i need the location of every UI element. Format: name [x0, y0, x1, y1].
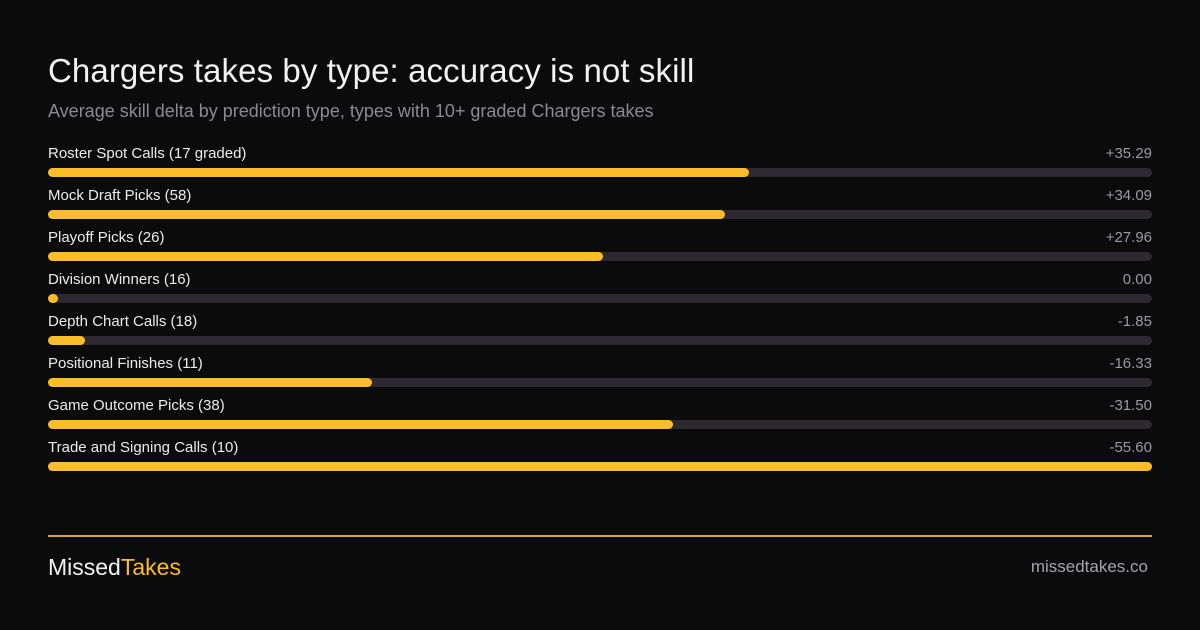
bar-row: Game Outcome Picks (38) -31.50 [48, 394, 1152, 436]
bar-track [48, 378, 1152, 387]
bar-value-label: +34.09 [1105, 187, 1152, 204]
bar-chart: Roster Spot Calls (17 graded) +35.29 Mock … [48, 142, 1152, 478]
bar-label: Division Winners (16) [48, 271, 191, 288]
bar-track [48, 462, 1152, 471]
bar-label: Roster Spot Calls (17 graded) [48, 145, 247, 162]
bar-row: Playoff Picks (26) +27.96 [48, 226, 1152, 268]
bar [48, 294, 58, 303]
bar-label: Depth Chart Calls (18) [48, 313, 198, 330]
bar-value-label: -31.50 [1109, 397, 1152, 414]
bar-label: Game Outcome Picks (38) [48, 397, 225, 414]
bar [48, 210, 725, 219]
bar-value-label: +35.29 [1105, 145, 1152, 162]
bar [48, 252, 604, 261]
bar-value-label: -16.33 [1109, 355, 1152, 372]
brand-word-takes: Takes [120, 554, 181, 580]
bar-value-label: 0.00 [1122, 271, 1152, 288]
brand-word-missed: Missed [48, 554, 121, 580]
bar-label: Playoff Picks (26) [48, 229, 165, 246]
chart-subtitle: Average skill delta by prediction type, … [48, 101, 654, 121]
bar-track [48, 252, 1152, 261]
bar-label: Trade and Signing Calls (10) [48, 439, 239, 456]
bar-track [48, 420, 1152, 429]
brand-logo: MissedTakes [48, 553, 181, 581]
bar-row: Positional Finishes (11) -16.33 [48, 352, 1152, 394]
bar-row: Division Winners (16) 0.00 [48, 268, 1152, 310]
bar-row: Trade and Signing Calls (10) -55.60 [48, 436, 1152, 478]
bar [48, 462, 1152, 471]
bar-value-label: -1.85 [1117, 313, 1152, 330]
bar [48, 378, 373, 387]
bar-row: Mock Draft Picks (58) +34.09 [48, 184, 1152, 226]
bar-row: Depth Chart Calls (18) -1.85 [48, 310, 1152, 352]
bar [48, 336, 85, 345]
site-url: missedtakes.co [1030, 557, 1148, 576]
bar-label: Mock Draft Picks (58) [48, 187, 192, 204]
bar-label: Positional Finishes (11) [48, 355, 203, 372]
bar-track [48, 294, 1152, 303]
bar-track [48, 210, 1152, 219]
bar [48, 168, 749, 177]
chart-title: Chargers takes by type: accuracy is not … [48, 52, 695, 89]
footer-divider [48, 535, 1152, 537]
bar-value-label: -55.60 [1109, 439, 1152, 456]
bar [48, 420, 674, 429]
bar-track [48, 336, 1152, 345]
bar-value-label: +27.96 [1105, 229, 1152, 246]
bar-row: Roster Spot Calls (17 graded) +35.29 [48, 142, 1152, 184]
bar-track [48, 168, 1152, 177]
